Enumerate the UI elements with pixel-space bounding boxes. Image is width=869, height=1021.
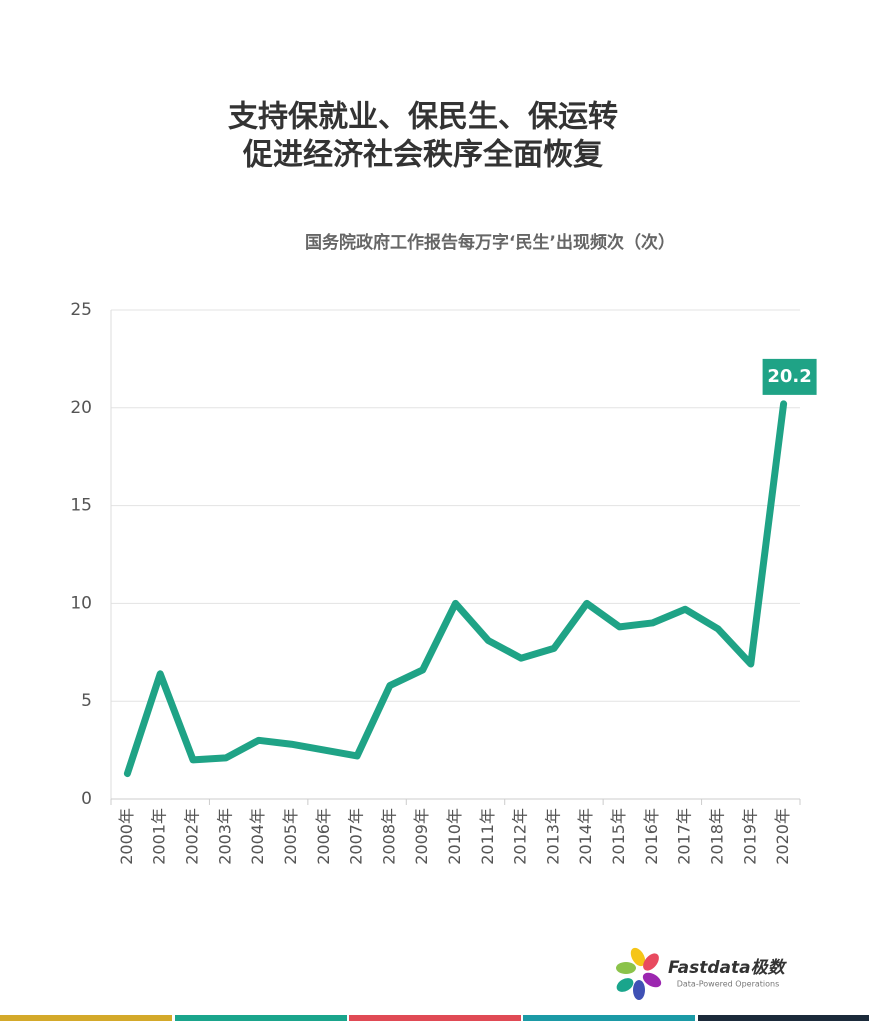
y-tick-label: 25 [70,300,92,320]
x-tick-label: 2020年 [773,808,792,865]
x-tick-label: 2010年 [445,808,464,865]
x-tick-label: 2014年 [576,808,595,865]
x-tick-label: 2005年 [281,808,300,865]
y-tick-label: 15 [70,496,92,516]
chart-subtitle: 国务院政府工作报告每万字‘民生’出现频次（次） [305,232,675,253]
x-tick-label: 2000年 [117,808,136,865]
footer-bar [349,1015,521,1021]
x-tick-label: 2011年 [478,808,497,865]
x-tick-label: 2007年 [347,808,366,865]
y-tick-label: 10 [70,593,92,613]
footer-bar [523,1015,695,1021]
x-tick-label: 2015年 [609,808,628,865]
line [123,400,788,778]
y-tick-label: 5 [81,691,92,711]
x-tick-label: 2018年 [707,808,726,865]
x-tick-label: 2003年 [215,808,234,865]
x-tick-label: 2013年 [543,808,562,865]
y-tick-label: 0 [81,789,92,809]
value-label-box [762,358,817,395]
logo-petal [616,962,636,974]
x-tick-label: 2019年 [740,808,759,865]
logo-petal [633,980,645,1000]
x-tick-label: 2004年 [248,808,267,865]
chart-title: 支持保就业、保民生、保运转 [228,100,618,135]
logo-petal [642,972,662,988]
x-tick-label: 2012年 [511,808,530,865]
footer-bar [698,1015,869,1021]
x-tick-label: 2009年 [412,808,431,865]
logo-tagline: Data-Powered Operations [677,980,780,989]
footer-bar [175,1015,347,1021]
y-tick-label: 20 [70,398,92,418]
footer-bar [0,1015,172,1021]
logo-petal [643,953,659,971]
x-tick-label: 2008年 [379,808,398,865]
x-tick-label: 2002年 [183,808,202,865]
logo: Fastdata极数 Data-Powered Operations [616,947,788,1000]
logo-name: Fastdata极数 [668,958,788,978]
x-tick-label: 2017年 [675,808,694,865]
value-label: 20.2 [767,366,811,387]
x-tick-label: 2016年 [642,808,661,865]
x-tick-label: 2006年 [314,808,333,865]
chart-title: 促进经济社会秩序全面恢复 [242,138,603,173]
x-tick-label: 2001年 [150,808,169,865]
logo-petal [630,947,646,967]
logo-petal [616,978,634,992]
